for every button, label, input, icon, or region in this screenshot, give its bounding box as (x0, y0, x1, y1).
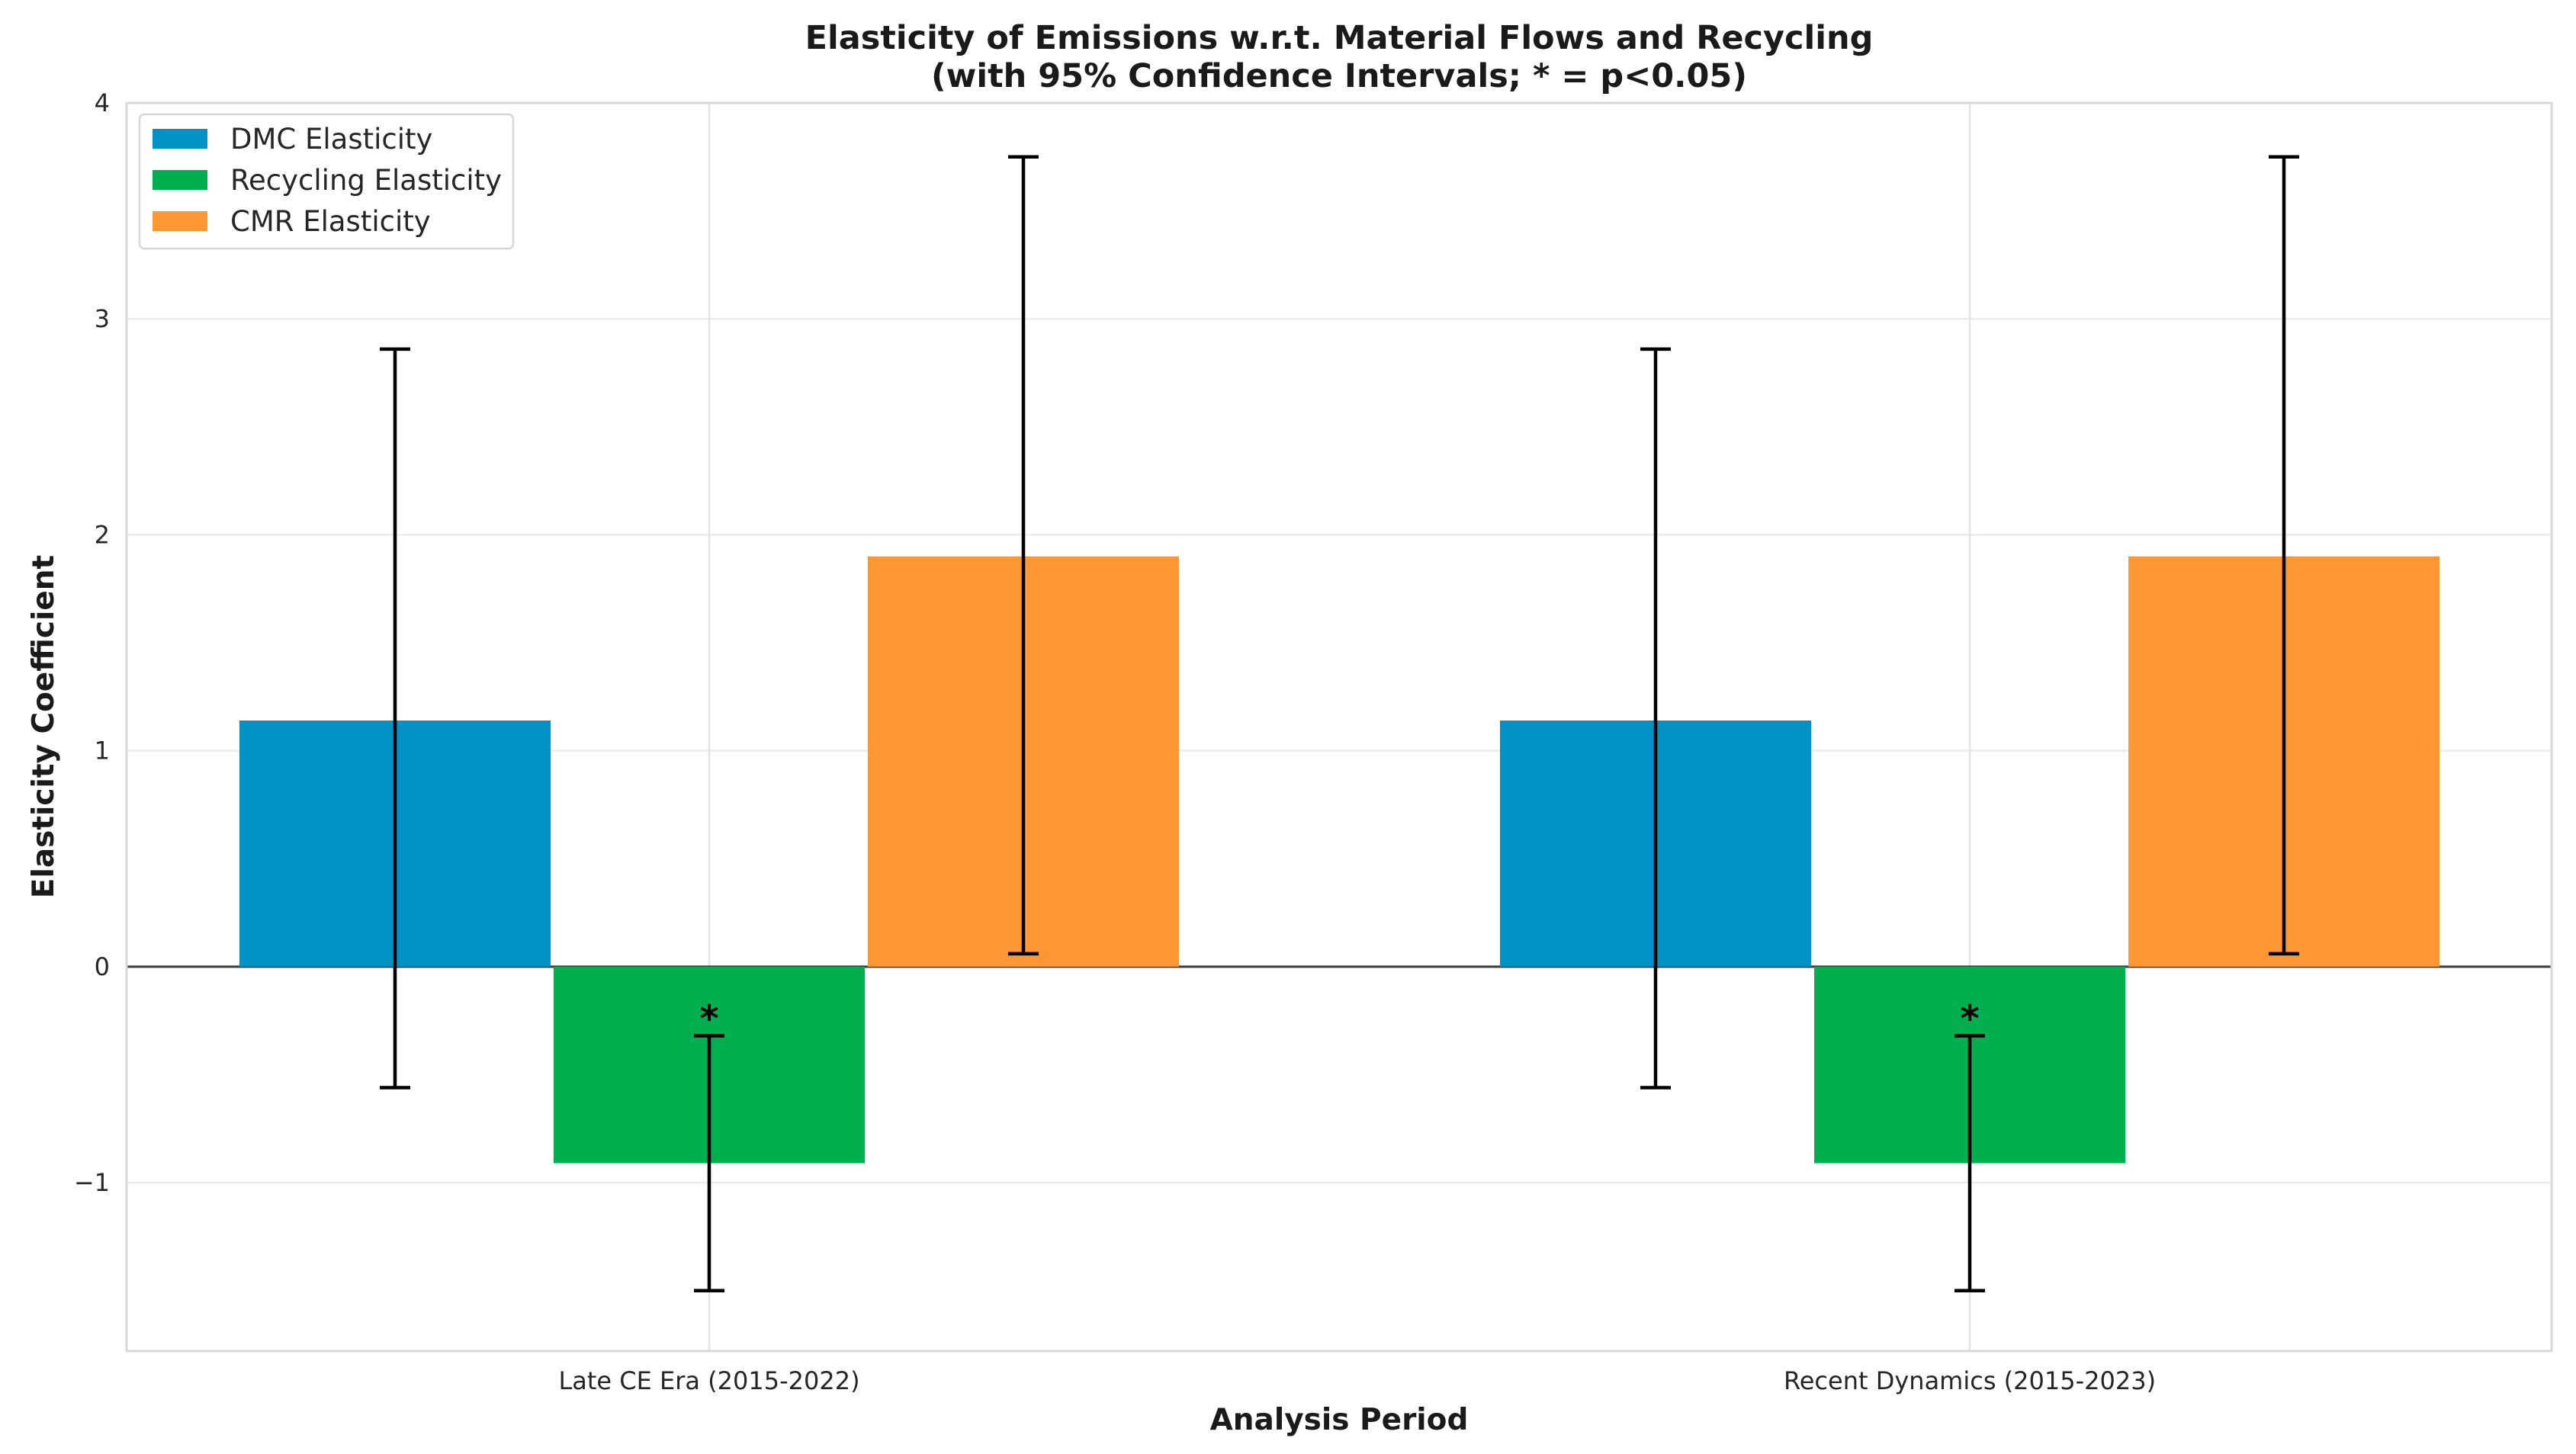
x-tick-label: Late CE Era (2015-2022) (558, 1366, 859, 1395)
chart-title-line1: Elasticity of Emissions w.r.t. Material … (805, 19, 1874, 57)
significance-star: * (699, 998, 718, 1041)
legend-swatch-recycling (153, 170, 207, 190)
legend-label-dmc: DMC Elasticity (230, 123, 432, 156)
legend-swatch-dmc (153, 129, 207, 149)
y-tick-label: 1 (95, 737, 110, 766)
chart-title-line2: (with 95% Confidence Intervals; * = p<0.… (931, 57, 1747, 95)
legend-swatch-cmr (153, 211, 207, 231)
x-axis-ticks: Late CE Era (2015-2022) Recent Dynamics (… (558, 1366, 2156, 1395)
y-axis-ticks: −1 0 1 2 3 4 (74, 88, 110, 1197)
y-tick-label: 0 (95, 952, 110, 981)
y-axis-label: Elasticity Coefficient (27, 555, 61, 898)
x-tick-label: Recent Dynamics (2015-2023) (1784, 1366, 2156, 1395)
error-bars (380, 155, 2299, 1292)
x-axis-label: Analysis Period (1210, 1403, 1469, 1437)
legend-label-cmr: CMR Elasticity (230, 205, 431, 238)
y-tick-label: −1 (74, 1168, 110, 1197)
y-tick-label: 2 (95, 520, 110, 549)
significance-markers: * * (699, 998, 1979, 1041)
plot-frame (125, 101, 2553, 1353)
legend-box (138, 113, 515, 250)
legend-label-recycling: Recycling Elasticity (230, 164, 502, 197)
y-tick-label: 4 (95, 88, 110, 117)
y-tick-label: 3 (95, 304, 110, 333)
legend: DMC Elasticity Recycling Elasticity CMR … (138, 113, 515, 250)
significance-star: * (1960, 998, 1979, 1041)
